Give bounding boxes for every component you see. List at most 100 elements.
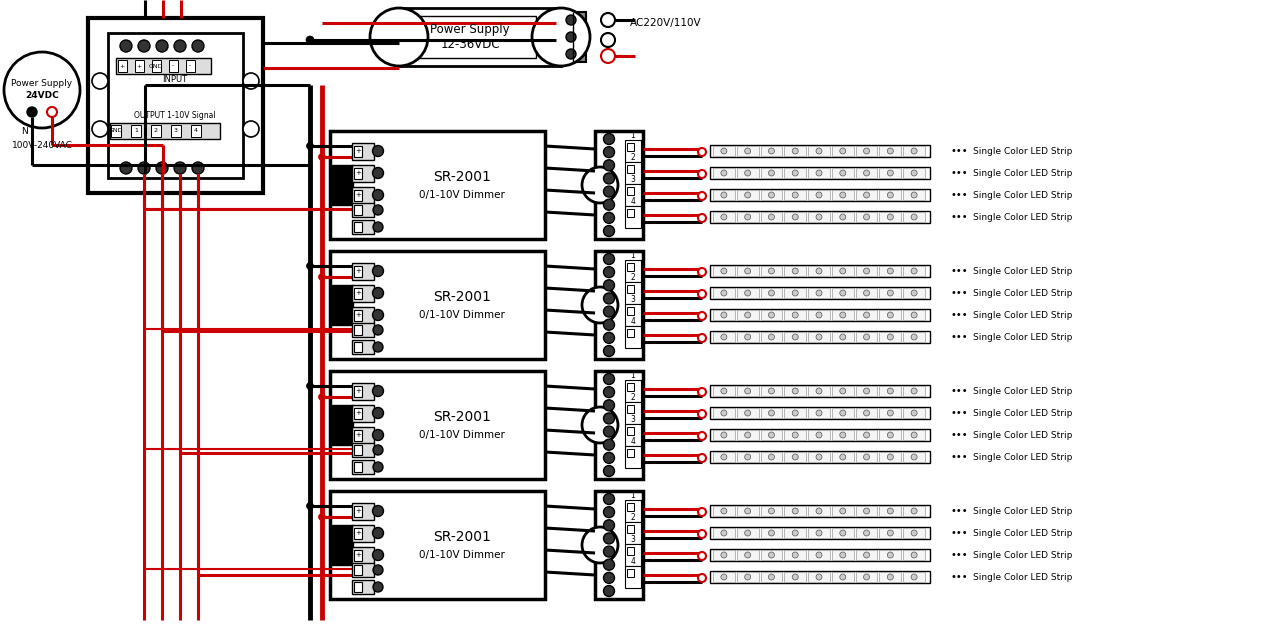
- Circle shape: [768, 432, 775, 438]
- Polygon shape: [903, 528, 925, 538]
- Text: +: +: [355, 552, 361, 558]
- Text: Single Color LED Strip: Single Color LED Strip: [974, 528, 1072, 537]
- Circle shape: [745, 334, 750, 340]
- Circle shape: [911, 192, 917, 198]
- Circle shape: [745, 454, 750, 460]
- Polygon shape: [760, 146, 782, 156]
- Circle shape: [319, 273, 325, 281]
- Polygon shape: [627, 525, 634, 533]
- Polygon shape: [627, 405, 634, 413]
- Polygon shape: [713, 168, 735, 178]
- Polygon shape: [353, 506, 362, 517]
- Text: •••: •••: [951, 310, 967, 320]
- Circle shape: [698, 432, 706, 440]
- Text: +: +: [355, 388, 361, 394]
- Circle shape: [745, 530, 750, 536]
- Text: +: +: [355, 192, 361, 198]
- Circle shape: [887, 454, 893, 460]
- Polygon shape: [808, 212, 829, 222]
- Polygon shape: [760, 452, 782, 462]
- Polygon shape: [625, 402, 641, 424]
- Polygon shape: [627, 165, 634, 173]
- Polygon shape: [832, 168, 854, 178]
- Circle shape: [604, 225, 615, 236]
- Text: +: +: [355, 312, 361, 318]
- Circle shape: [745, 552, 750, 558]
- Circle shape: [792, 290, 799, 296]
- Circle shape: [582, 527, 618, 563]
- Circle shape: [768, 454, 775, 460]
- Circle shape: [698, 530, 706, 538]
- Circle shape: [768, 334, 775, 340]
- Circle shape: [698, 552, 706, 560]
- Text: 12-36VDC: 12-36VDC: [440, 39, 500, 51]
- Polygon shape: [903, 386, 925, 396]
- Text: +: +: [355, 432, 361, 438]
- Circle shape: [138, 40, 151, 52]
- Text: +: +: [355, 170, 361, 176]
- Text: Single Color LED Strip: Single Color LED Strip: [974, 288, 1072, 297]
- Circle shape: [840, 148, 846, 154]
- Polygon shape: [808, 430, 829, 440]
- Text: Single Color LED Strip: Single Color LED Strip: [974, 453, 1072, 462]
- Circle shape: [604, 213, 615, 223]
- Polygon shape: [856, 266, 878, 276]
- Polygon shape: [903, 572, 925, 582]
- Polygon shape: [713, 430, 735, 440]
- Circle shape: [864, 334, 869, 340]
- Polygon shape: [627, 449, 634, 457]
- Polygon shape: [330, 371, 545, 479]
- Circle shape: [721, 508, 727, 514]
- Polygon shape: [627, 329, 634, 337]
- Text: •••: •••: [951, 190, 967, 200]
- Polygon shape: [879, 212, 901, 222]
- Circle shape: [604, 173, 615, 184]
- Polygon shape: [713, 212, 735, 222]
- Text: Power Supply: Power Supply: [430, 24, 510, 37]
- Polygon shape: [353, 565, 362, 575]
- Circle shape: [698, 170, 706, 178]
- Text: Single Color LED Strip: Single Color LED Strip: [974, 550, 1072, 559]
- Polygon shape: [353, 205, 362, 215]
- Polygon shape: [808, 332, 829, 342]
- Polygon shape: [353, 310, 362, 321]
- Circle shape: [698, 574, 706, 582]
- Polygon shape: [760, 572, 782, 582]
- Polygon shape: [709, 145, 930, 157]
- Polygon shape: [856, 452, 878, 462]
- Text: Single Color LED Strip: Single Color LED Strip: [974, 168, 1072, 177]
- Polygon shape: [353, 386, 362, 397]
- Circle shape: [840, 268, 846, 274]
- Circle shape: [47, 107, 57, 117]
- Polygon shape: [353, 342, 362, 352]
- Circle shape: [604, 573, 615, 584]
- Polygon shape: [903, 310, 925, 320]
- Polygon shape: [330, 251, 545, 359]
- Circle shape: [604, 507, 615, 517]
- Polygon shape: [352, 525, 374, 542]
- Circle shape: [864, 574, 869, 580]
- Circle shape: [840, 312, 846, 318]
- Text: 3: 3: [174, 128, 177, 134]
- Polygon shape: [832, 528, 854, 538]
- Circle shape: [604, 333, 615, 343]
- Polygon shape: [808, 146, 829, 156]
- Text: 3: 3: [630, 175, 635, 184]
- Circle shape: [373, 550, 384, 560]
- Circle shape: [604, 546, 615, 557]
- Text: •••: •••: [951, 266, 967, 276]
- Circle shape: [911, 552, 917, 558]
- Polygon shape: [832, 386, 854, 396]
- Circle shape: [792, 508, 799, 514]
- Text: GND: GND: [108, 128, 124, 134]
- Circle shape: [604, 520, 615, 531]
- Circle shape: [768, 192, 775, 198]
- Circle shape: [721, 530, 727, 536]
- Text: 4: 4: [630, 437, 635, 446]
- Circle shape: [864, 432, 869, 438]
- Circle shape: [815, 574, 822, 580]
- Circle shape: [792, 268, 799, 274]
- Polygon shape: [879, 506, 901, 516]
- Polygon shape: [352, 340, 374, 354]
- Circle shape: [745, 268, 750, 274]
